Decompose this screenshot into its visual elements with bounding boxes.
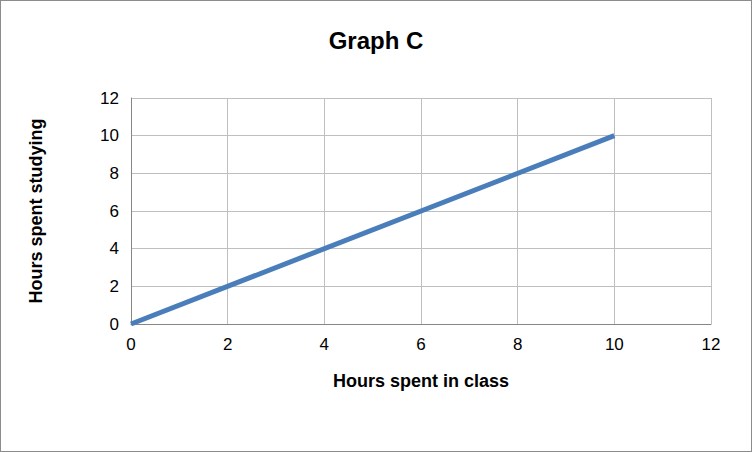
- svg-text:Hours spent in class: Hours spent in class: [333, 371, 509, 391]
- svg-text:6: 6: [416, 335, 425, 354]
- svg-text:8: 8: [110, 164, 119, 183]
- svg-text:2: 2: [223, 335, 232, 354]
- svg-text:0: 0: [110, 315, 119, 334]
- svg-text:12: 12: [100, 89, 119, 108]
- svg-text:12: 12: [702, 335, 721, 354]
- svg-text:0: 0: [126, 335, 135, 354]
- svg-text:10: 10: [100, 126, 119, 145]
- svg-text:4: 4: [110, 239, 119, 258]
- svg-text:2: 2: [110, 277, 119, 296]
- svg-text:8: 8: [513, 335, 522, 354]
- svg-text:10: 10: [605, 335, 624, 354]
- svg-text:Hours spent studying: Hours spent studying: [26, 118, 46, 303]
- svg-text:Graph C: Graph C: [329, 27, 424, 54]
- svg-text:6: 6: [110, 202, 119, 221]
- svg-text:4: 4: [320, 335, 329, 354]
